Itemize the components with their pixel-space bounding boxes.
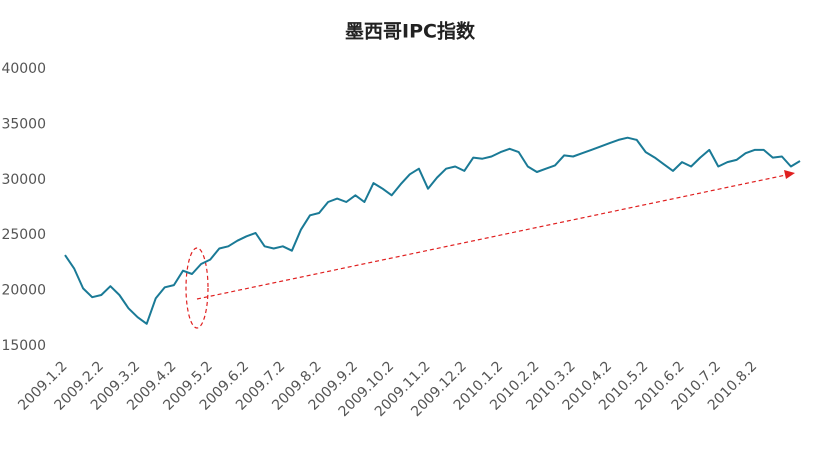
y-tick-label: 30000 bbox=[1, 172, 46, 188]
y-tick-label: 35000 bbox=[1, 116, 46, 132]
y-tick-label: 15000 bbox=[1, 338, 46, 354]
chart-title: 墨西哥IPC指数 bbox=[345, 20, 476, 43]
y-tick-label: 25000 bbox=[1, 227, 46, 243]
y-tick-label: 20000 bbox=[1, 283, 46, 299]
line-series bbox=[64, 136, 801, 325]
arrow-head bbox=[784, 170, 795, 179]
highlight-ellipse bbox=[185, 247, 209, 329]
trend-arrow bbox=[196, 174, 787, 300]
y-tick-label: 40000 bbox=[1, 61, 46, 77]
